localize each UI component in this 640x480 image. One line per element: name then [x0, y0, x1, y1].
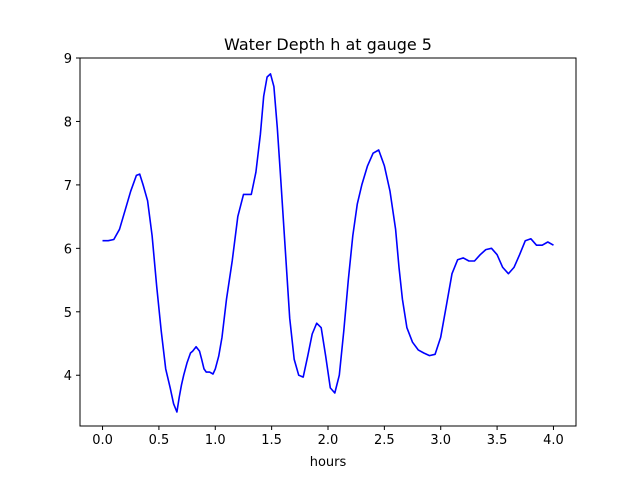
- y-tick-label: 8: [64, 115, 72, 130]
- x-tick-label: 3.5: [487, 433, 508, 448]
- y-tick-label: 9: [64, 52, 72, 67]
- series-layer: [102, 73, 554, 413]
- x-tick-label: 0.0: [92, 433, 113, 448]
- x-tick-label: 4.0: [543, 433, 564, 448]
- x-axis-label: hours: [310, 455, 347, 470]
- y-tick-label: 7: [64, 179, 72, 194]
- x-tick-label: 2.5: [374, 433, 395, 448]
- plot-frame: [79, 57, 577, 427]
- x-tick-label: 0.5: [149, 433, 170, 448]
- chart-title: Water Depth h at gauge 5: [224, 35, 432, 54]
- x-tick-label: 1.0: [205, 433, 226, 448]
- x-tick-label: 1.5: [261, 433, 282, 448]
- y-tick-label: 6: [64, 242, 72, 257]
- axis-ticks: 0.0 0.5 1.0 1.5 2.0 2.5 3.0 3.5 4.0 4 5 6 7 8 9: [64, 52, 564, 448]
- y-tick-label: 5: [64, 306, 72, 321]
- series-line-0: [102, 73, 554, 413]
- y-tick-label: 4: [64, 369, 72, 384]
- x-tick-label: 2.0: [318, 433, 339, 448]
- x-tick-label: 3.0: [430, 433, 451, 448]
- plot-area: [80, 58, 576, 426]
